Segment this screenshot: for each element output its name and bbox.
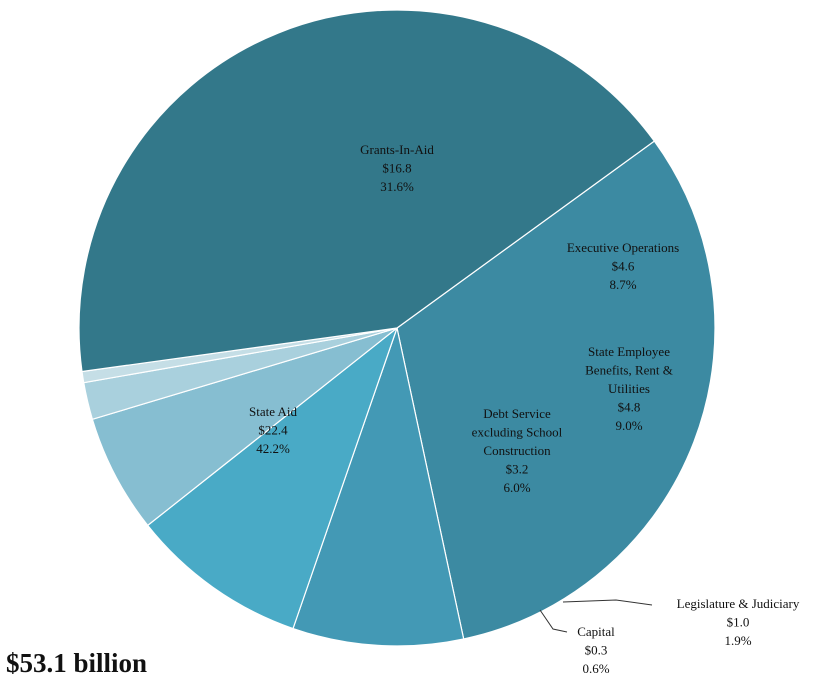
slice-name-state-employee-benefits-rent-utilities: Benefits, Rent & [585,363,673,378]
slice-label-debt-service-excluding-school-construction: Debt Service excluding School Construction… [472,406,563,495]
slice-name-capital: Capital [577,624,615,639]
total-budget-label: $53.1 billion [6,648,148,678]
slice-name-grants-in-aid: Grants-In-Aid [360,142,434,157]
slice-label-grants-in-aid: Grants-In-Aid $16.8 31.6% [360,142,434,194]
slice-value-state-aid: $22.4 [258,423,288,438]
slice-name-legislature-judiciary: Legislature & Judiciary [677,596,800,611]
pie-slices [78,9,716,647]
slice-percent-debt-service-excluding-school-construction: 6.0% [503,480,530,495]
slice-percent-capital: 0.6% [582,661,609,676]
slice-value-debt-service-excluding-school-construction: $3.2 [506,462,529,477]
slice-name-state-employee-benefits-rent-utilities: State Employee [588,344,670,359]
slice-value-legislature-judiciary: $1.0 [727,615,750,630]
slice-value-grants-in-aid: $16.8 [382,161,411,176]
slice-label-executive-operations: Executive Operations $4.6 8.7% [567,240,679,292]
pie-slice-state-employee-benefits-rent-utilities [146,326,399,630]
pie-slice-state-aid [78,9,656,373]
slice-percent-legislature-judiciary: 1.9% [724,633,751,648]
slice-percent-grants-in-aid: 31.6% [380,179,414,194]
slice-label-capital: Capital $0.3 0.6% [577,624,615,676]
slice-name-state-employee-benefits-rent-utilities: Utilities [608,381,650,396]
slice-percent-state-aid: 42.2% [256,441,290,456]
callout-lines [539,599,653,633]
slice-name-state-aid: State Aid [249,404,298,419]
slice-name-debt-service-excluding-school-construction: Construction [483,443,551,458]
pie-slice-debt-service-excluding-school-construction [91,327,398,527]
slice-value-state-employee-benefits-rent-utilities: $4.8 [618,400,641,415]
pie-slice-executive-operations [292,325,465,647]
slice-label-state-employee-benefits-rent-utilities: State Employee Benefits, Rent & Utilities $… [585,344,673,433]
slice-value-executive-operations: $4.6 [612,259,635,274]
slice-label-legislature-judiciary: Legislature & Judiciary $1.0 1.9% [677,596,800,648]
slice-label-state-aid: State Aid $22.4 42.2% [249,404,298,456]
slice-value-capital: $0.3 [585,643,608,658]
slice-name-debt-service-excluding-school-construction: excluding School [472,425,563,440]
callout-line-legislature-judiciary [562,599,653,606]
slice-percent-executive-operations: 8.7% [609,277,636,292]
callout-line-capital [539,609,568,633]
pie-slice-grants-in-aid [396,140,716,640]
slice-percent-state-employee-benefits-rent-utilities: 9.0% [615,418,642,433]
slice-labels: Grants-In-Aid $16.8 31.6% Executive Operati… [249,142,800,676]
slice-name-executive-operations: Executive Operations [567,240,679,255]
slice-name-debt-service-excluding-school-construction: Debt Service [483,406,551,421]
